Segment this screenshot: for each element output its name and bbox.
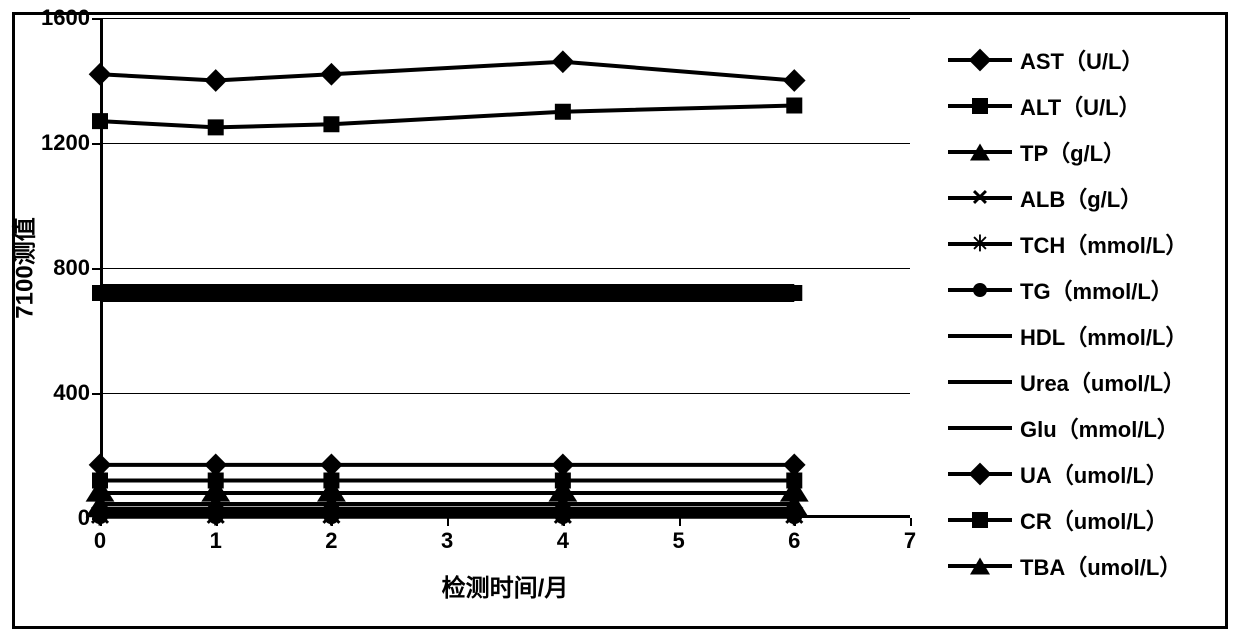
marker-square xyxy=(92,113,108,129)
legend-swatch xyxy=(948,276,1012,304)
legend-label: Glu（mmol/L） xyxy=(1020,412,1179,444)
legend-swatch xyxy=(948,506,1012,534)
legend-label: ALB（g/L） xyxy=(1020,182,1142,214)
marker-diamond xyxy=(204,69,227,92)
xtick-mark xyxy=(910,518,912,526)
legend-label: HDL（mmol/L） xyxy=(1020,320,1187,352)
legend-swatch xyxy=(948,138,1012,166)
legend-item: ✳ TCH（mmol/L） xyxy=(948,230,1208,258)
ytick-mark xyxy=(92,143,100,145)
xtick-label: 7 xyxy=(904,528,916,554)
legend-label: TP（g/L） xyxy=(1020,136,1125,168)
xtick-label: 4 xyxy=(557,528,569,554)
legend: AST（U/L） ALT（U/L） TP（g/L） ✕ ALB（g/L） ✳ TCH（mmo… xyxy=(948,46,1208,598)
marker-diamond xyxy=(783,69,806,92)
marker-square xyxy=(208,285,224,301)
x-axis-title: 检测时间/月 xyxy=(442,568,569,603)
ytick-label: 1600 xyxy=(41,5,90,31)
series-AST（U/L） xyxy=(89,454,806,477)
ytick-label: 0 xyxy=(78,505,90,531)
legend-swatch: ✕ xyxy=(948,184,1012,212)
legend-item: ALT（U/L） xyxy=(948,92,1208,120)
legend-item: Urea（umol/L） xyxy=(948,368,1208,396)
xtick-label: 6 xyxy=(788,528,800,554)
legend-item: AST（U/L） xyxy=(948,46,1208,74)
series-undefined xyxy=(92,285,802,301)
legend-item: CR（umol/L） xyxy=(948,506,1208,534)
ytick-mark xyxy=(92,393,100,395)
legend-item: Glu（mmol/L） xyxy=(948,414,1208,442)
marker-square xyxy=(323,285,339,301)
legend-label: UA（umol/L） xyxy=(1020,458,1168,490)
legend-swatch: ✳ xyxy=(948,230,1012,258)
ytick-mark xyxy=(92,18,100,20)
legend-swatch xyxy=(948,414,1012,442)
legend-label: TG（mmol/L） xyxy=(1020,274,1173,306)
ytick-mark xyxy=(92,268,100,270)
series-ALT（U/L） xyxy=(92,473,802,489)
marker-square xyxy=(323,116,339,132)
series-svg xyxy=(100,18,910,518)
legend-label: AST（U/L） xyxy=(1020,44,1143,76)
ytick-label: 1200 xyxy=(41,130,90,156)
legend-item: TBA（umol/L） xyxy=(948,552,1208,580)
legend-label: CR（umol/L） xyxy=(1020,504,1168,536)
legend-item: TP（g/L） xyxy=(948,138,1208,166)
legend-label: Urea（umol/L） xyxy=(1020,366,1185,398)
legend-swatch xyxy=(948,322,1012,350)
marker-square xyxy=(786,98,802,114)
series-CR（umol/L） xyxy=(92,98,802,136)
legend-swatch xyxy=(948,552,1012,580)
legend-item: ✕ ALB（g/L） xyxy=(948,184,1208,212)
legend-label: TBA（umol/L） xyxy=(1020,550,1181,582)
legend-swatch xyxy=(948,46,1012,74)
ytick-label: 800 xyxy=(53,255,90,281)
marker-square xyxy=(555,285,571,301)
chart-area: 040080012001600 01234567 7100测值 检测时间/月 xyxy=(100,18,910,518)
marker-square xyxy=(92,285,108,301)
xtick-label: 1 xyxy=(210,528,222,554)
xtick-label: 2 xyxy=(325,528,337,554)
xtick-label: 5 xyxy=(672,528,684,554)
ytick-label: 400 xyxy=(53,380,90,406)
legend-label: ALT（U/L） xyxy=(1020,90,1141,122)
legend-swatch xyxy=(948,368,1012,396)
legend-item: HDL（mmol/L） xyxy=(948,322,1208,350)
marker-diamond xyxy=(320,63,343,86)
xtick-mark xyxy=(679,518,681,526)
xtick-mark xyxy=(447,518,449,526)
xtick-label: 3 xyxy=(441,528,453,554)
marker-square xyxy=(786,285,802,301)
legend-label: TCH（mmol/L） xyxy=(1020,228,1187,260)
series-UA（umol/L） xyxy=(89,50,806,91)
marker-square xyxy=(208,119,224,135)
legend-swatch xyxy=(948,92,1012,120)
legend-swatch xyxy=(948,460,1012,488)
xtick-label: 0 xyxy=(94,528,106,554)
marker-square xyxy=(555,104,571,120)
legend-item: TG（mmol/L） xyxy=(948,276,1208,304)
marker-diamond xyxy=(552,50,575,73)
y-axis-title: 7100测值 xyxy=(5,217,40,318)
legend-item: UA（umol/L） xyxy=(948,460,1208,488)
